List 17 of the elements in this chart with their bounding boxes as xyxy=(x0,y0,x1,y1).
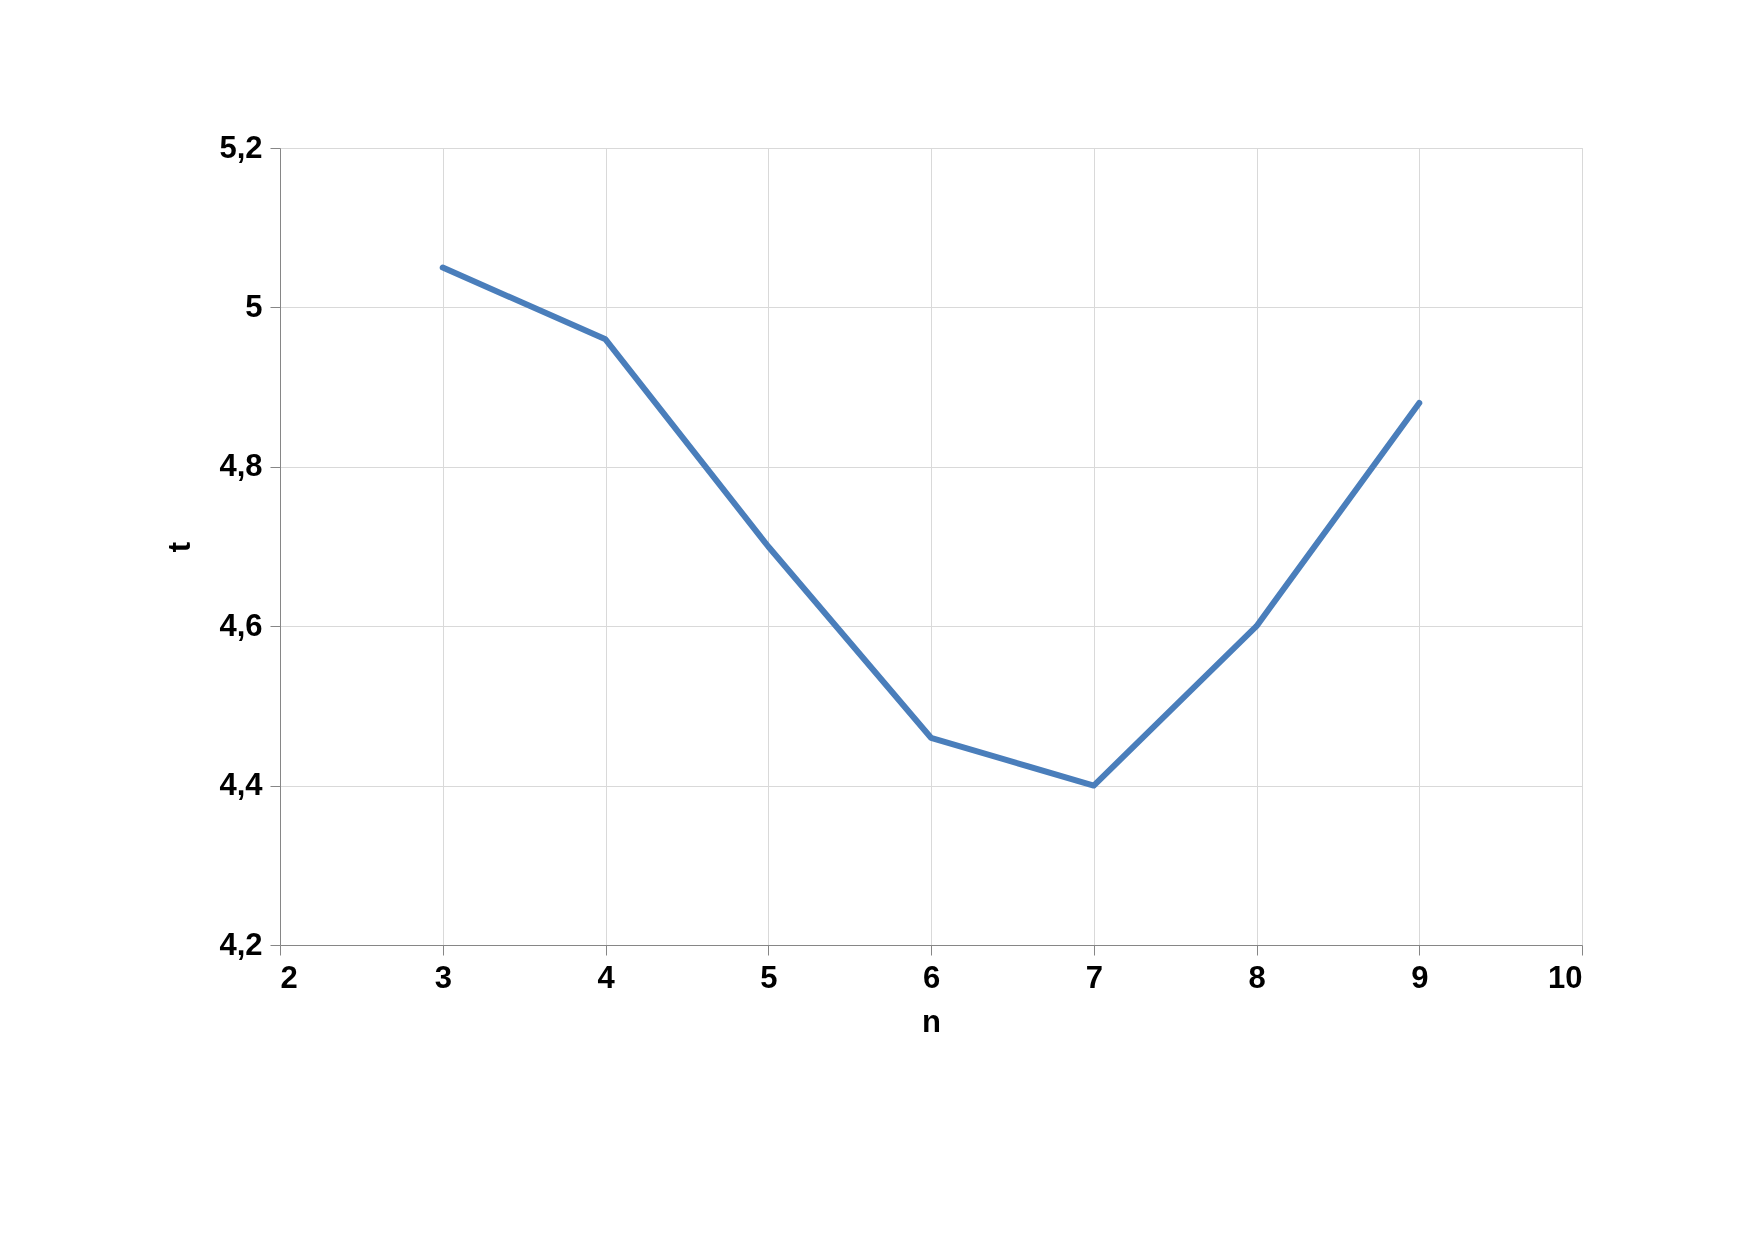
x-axis-title: n xyxy=(922,1003,941,1039)
x-tick-label: 8 xyxy=(1248,959,1266,995)
y-tick-label: 4,4 xyxy=(219,767,264,803)
y-tick-label: 4,8 xyxy=(219,448,263,484)
x-tick-label: 7 xyxy=(1085,959,1103,995)
x-tick-label: 2 xyxy=(280,959,298,995)
x-tick-label: 4 xyxy=(597,959,616,995)
y-tick-label: 4,2 xyxy=(219,926,263,962)
y-tick-label: 4,6 xyxy=(219,607,263,643)
x-tick-label: 9 xyxy=(1411,959,1429,995)
y-tick-label: 5,2 xyxy=(219,129,263,165)
x-tick-label: 3 xyxy=(434,959,452,995)
x-tick-label: 6 xyxy=(922,959,941,995)
x-tick-label: 5 xyxy=(760,959,778,995)
x-tick-label: 10 xyxy=(1548,959,1583,995)
y-tick-label: 5 xyxy=(245,288,263,324)
y-axis-title: t xyxy=(162,541,198,553)
